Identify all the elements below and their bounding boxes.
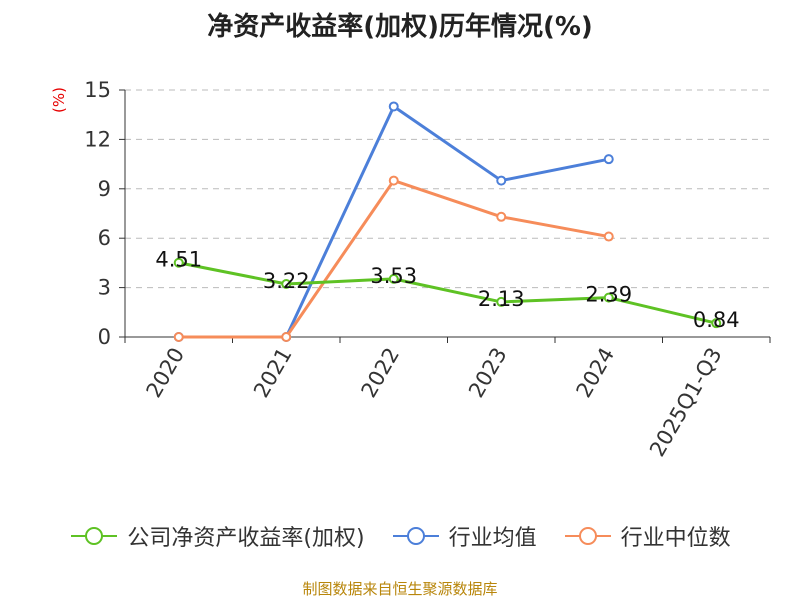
series-line (178, 104, 610, 339)
data-point (603, 154, 614, 165)
legend-line-marker-icon (564, 527, 611, 545)
y-tick-label: 15 (84, 78, 111, 102)
y-tick-label: 6 (98, 226, 111, 250)
data-label: 2.13 (478, 287, 525, 311)
x-tick-label: 2023 (464, 344, 512, 402)
data-point (281, 332, 292, 342)
data-point (496, 211, 507, 222)
x-tick-label: 2021 (249, 344, 297, 402)
x-tick-label: 2020 (142, 344, 190, 402)
data-point (711, 318, 722, 329)
data-label: 0.84 (693, 308, 740, 332)
legend-line-marker-icon (71, 527, 118, 545)
data-point (173, 257, 184, 268)
data-point (281, 278, 292, 289)
data-label: 4.51 (155, 248, 202, 272)
data-label: 3.22 (263, 269, 310, 293)
data-point (496, 296, 507, 307)
y-tick-label: 3 (98, 276, 111, 300)
data-point (603, 292, 614, 303)
legend-line-marker-icon (392, 527, 439, 545)
data-point (388, 273, 399, 284)
series-line (178, 179, 610, 339)
data-point (496, 175, 507, 186)
legend-item-industry-median[interactable]: 行业中位数 (563, 520, 731, 552)
data-label: 2.39 (585, 283, 632, 307)
y-tick-label: 12 (84, 127, 111, 151)
x-tick-label: 2022 (357, 344, 405, 402)
x-tick-label: 2025Q1-Q3 (645, 344, 727, 461)
data-point (388, 101, 399, 112)
y-tick-label: 9 (98, 177, 111, 201)
y-tick-label: 0 (98, 325, 111, 349)
legend: 公司净资产收益率(加权) 行业均值 行业中位数 (0, 520, 800, 552)
x-tick-label: 2024 (572, 344, 620, 402)
legend-label-company: 公司净资产收益率(加权) (127, 526, 365, 551)
legend-label-industry-avg: 行业均值 (448, 526, 537, 551)
data-point (603, 231, 614, 242)
data-label: 3.53 (370, 264, 417, 288)
data-point (388, 175, 399, 186)
legend-item-company[interactable]: 公司净资产收益率(加权) (69, 520, 365, 552)
data-point (173, 332, 184, 342)
series-line (178, 261, 717, 325)
legend-item-industry-avg[interactable]: 行业均值 (391, 520, 537, 552)
legend-label-industry-median: 行业中位数 (620, 526, 731, 551)
source-footer: 制图数据来自恒生聚源数据库 (302, 580, 498, 598)
chart-title: 净资产收益率(加权)历年情况(%) (207, 12, 593, 42)
